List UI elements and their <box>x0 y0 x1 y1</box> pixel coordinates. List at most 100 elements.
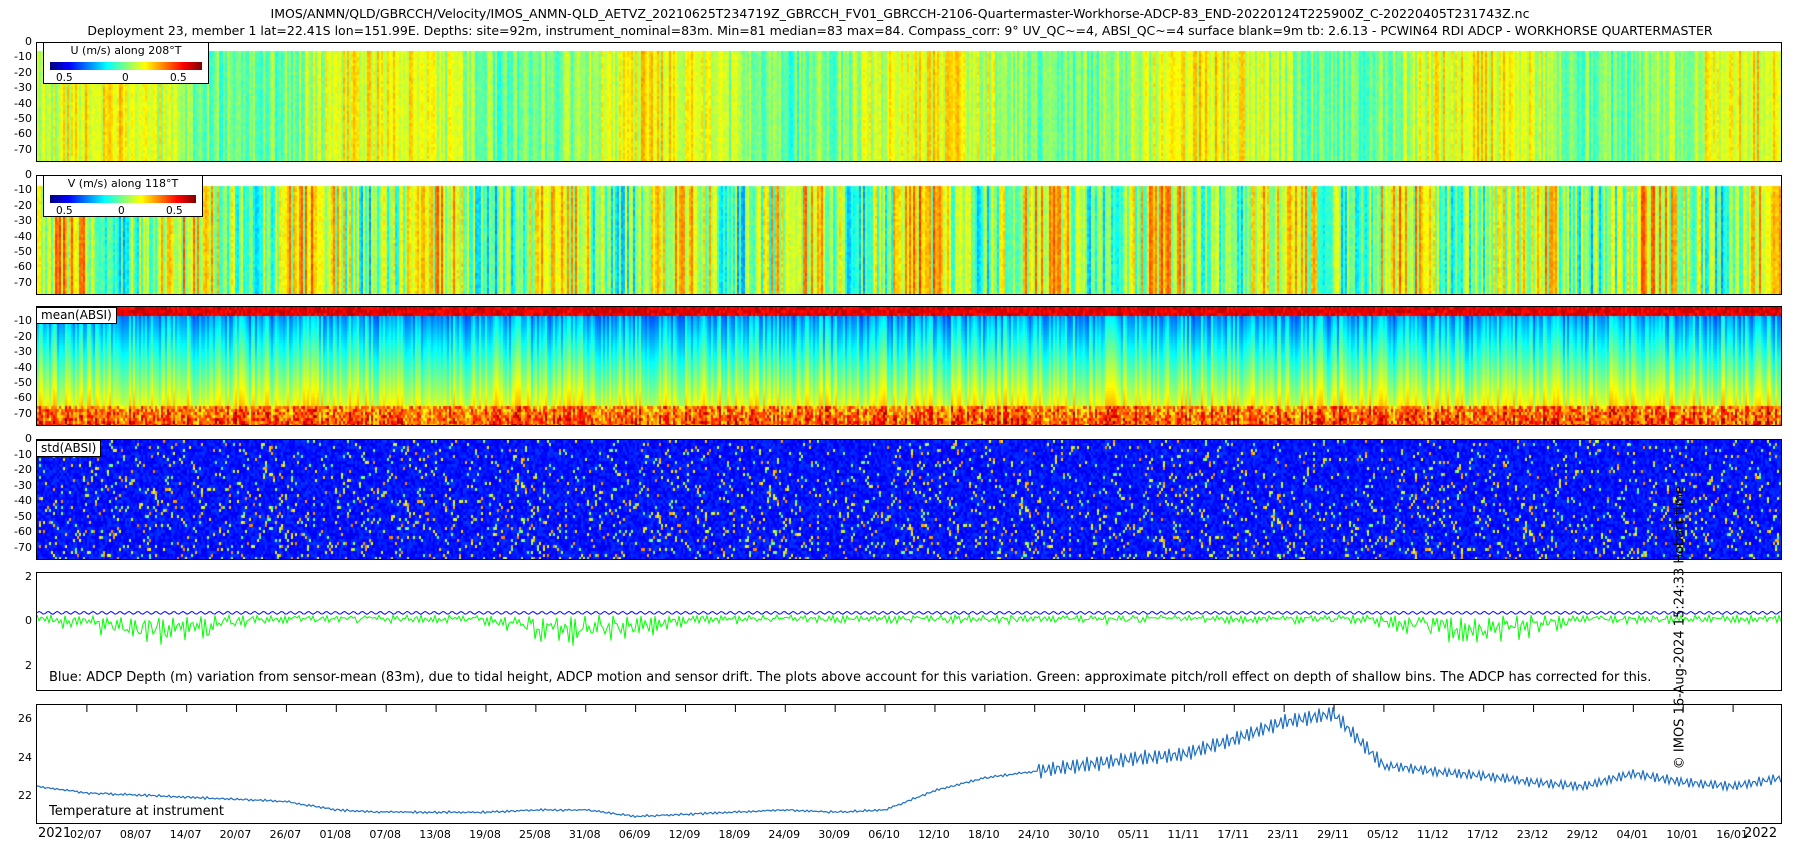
depth-y-tick: 0 <box>25 35 32 48</box>
depth-y-tick: -50 <box>14 245 32 259</box>
x-tick-label: 30/09 <box>818 828 851 841</box>
depth-y-tick: -10 <box>14 50 32 64</box>
x-tick-label: 31/08 <box>568 828 601 841</box>
x-tick-label: 13/08 <box>419 828 451 841</box>
depth-y-tick: -60 <box>14 391 32 405</box>
x-tick-label: 26/07 <box>269 828 302 841</box>
x-tick-label: 11/12 <box>1416 828 1449 841</box>
u-velocity-panel: U (m/s) along 208°T 0.5 0 0.5 <box>36 42 1782 162</box>
figure-title-path: IMOS/ANMN/QLD/GBRCCH/Velocity/IMOS_ANMN-… <box>270 6 1530 21</box>
u-colorbar-tick: 0.5 <box>56 72 73 84</box>
temperature-line <box>37 707 1781 819</box>
temp-y-tick: 24 <box>18 751 32 764</box>
x-tick-label: 12/10 <box>918 828 950 841</box>
x-tick-label: 01/08 <box>319 828 352 841</box>
depth-y-tick: 2 <box>25 659 32 672</box>
timestamp-stamp: © IMOS 16-Aug-2024 15:24:33 Hobart time <box>1672 485 1688 770</box>
x-tick-label: 05/12 <box>1367 828 1399 841</box>
figure-title-metadata: Deployment 23, member 1 lat=22.41S lon=1… <box>87 23 1713 38</box>
depth-y-tick: -70 <box>14 142 32 156</box>
depth-y-tick: 0 <box>25 614 32 627</box>
depth-y-tick: -60 <box>14 525 32 539</box>
u-colorbar: U (m/s) along 208°T 0.5 0 0.5 <box>43 43 209 84</box>
depth-y-tick: -10 <box>14 183 32 197</box>
depth-y-tick: -10 <box>14 447 32 461</box>
depth-y-tick: -50 <box>14 112 32 126</box>
mean-absi-panel: mean(ABSI) <box>36 306 1782 426</box>
depth-y-tick: -70 <box>14 540 32 554</box>
depth-note: Blue: ADCP Depth (m) variation from sens… <box>49 670 1652 685</box>
temperature-note: Temperature at instrument <box>49 804 224 819</box>
depth-y-tick: -60 <box>14 127 32 141</box>
x-tick-label: 10/01 <box>1666 828 1699 841</box>
depth-y-tick: -70 <box>14 275 32 289</box>
depth-variation-plot <box>37 610 1781 646</box>
x-tick-label: 07/08 <box>369 828 402 841</box>
depth-y-tick: -10 <box>14 314 32 328</box>
pitch-roll-line <box>37 613 1781 646</box>
std-absi-label: std(ABSI) <box>37 440 102 457</box>
depth-y-tick: -20 <box>14 329 32 343</box>
v-colorbar-label: V (m/s) along 118°T <box>67 177 179 190</box>
x-tick-label: 24/09 <box>768 828 801 841</box>
depth-y-tick: -50 <box>14 509 32 523</box>
x-tick-label: 23/11 <box>1267 828 1299 841</box>
x-tick-label: 06/10 <box>868 828 900 841</box>
depth-y-tick: -30 <box>14 214 32 228</box>
x-tick-label: 29/11 <box>1317 828 1349 841</box>
temp-y-tick: 22 <box>18 789 32 802</box>
depth-variation-panel: Blue: ADCP Depth (m) variation from sens… <box>36 572 1782 691</box>
depth-y-tick: -40 <box>14 360 32 374</box>
depth-y-tick: -20 <box>14 65 32 79</box>
x-tick-label: 24/10 <box>1017 828 1050 841</box>
mean-absi-label: mean(ABSI) <box>37 307 117 324</box>
v-colorbar-gradient <box>50 195 196 203</box>
depth-y-tick: -40 <box>14 229 32 243</box>
v-velocity-heatmap <box>37 176 1781 294</box>
depth-y-tick: 2 <box>25 570 32 583</box>
v-colorbar: V (m/s) along 118°T 0.5 0 0.5 <box>43 176 203 217</box>
std-absi-panel: std(ABSI) <box>36 439 1782 560</box>
temp-y-tick: 26 <box>18 712 32 725</box>
depth-y-tick: -30 <box>14 81 32 95</box>
depth-y-tick: -40 <box>14 96 32 110</box>
u-velocity-heatmap <box>37 43 1781 161</box>
x-tick-label: 20/07 <box>219 828 252 841</box>
u-colorbar-label: U (m/s) along 208°T <box>70 44 182 57</box>
x-axis-year-start: 2021 <box>38 826 72 841</box>
x-tick-label: 06/09 <box>618 828 651 841</box>
x-tick-label: 30/10 <box>1067 828 1100 841</box>
x-tick-label: 14/07 <box>169 828 202 841</box>
mean-absi-heatmap <box>37 307 1781 425</box>
depth-y-tick: 0 <box>25 432 32 445</box>
x-tick-label: 18/10 <box>967 828 1000 841</box>
x-tick-label: 18/09 <box>718 828 751 841</box>
depth-y-tick: -50 <box>14 376 32 390</box>
x-tick-label: 25/08 <box>518 828 551 841</box>
x-tick-label: 16/01 <box>1716 828 1748 841</box>
depth-y-tick: -20 <box>14 463 32 477</box>
x-tick-label: 02/07 <box>70 828 102 841</box>
x-tick-label: 04/01 <box>1616 828 1649 841</box>
u-colorbar-tick: 0.5 <box>170 72 187 84</box>
v-colorbar-tick: 0.5 <box>56 205 73 217</box>
x-tick-label: 05/11 <box>1117 828 1150 841</box>
x-tick-label: 17/11 <box>1217 828 1250 841</box>
x-tick-label: 19/08 <box>469 828 501 841</box>
depth-y-tick: -30 <box>14 478 32 492</box>
u-colorbar-gradient <box>50 62 202 70</box>
depth-y-tick: -30 <box>14 345 32 359</box>
x-tick-label: 08/07 <box>119 828 152 841</box>
temperature-panel: Temperature at instrument <box>36 704 1782 824</box>
v-colorbar-tick: 0 <box>118 205 125 217</box>
temperature-plot <box>37 705 1781 819</box>
std-absi-heatmap <box>37 440 1781 559</box>
v-velocity-panel: V (m/s) along 118°T 0.5 0 0.5 <box>36 175 1782 295</box>
x-tick-label: 12/09 <box>668 828 701 841</box>
depth-y-tick: -40 <box>14 494 32 508</box>
x-axis-year-end: 2022 <box>1744 826 1778 841</box>
u-colorbar-tick: 0 <box>122 72 129 84</box>
x-tick-label: 29/12 <box>1566 828 1599 841</box>
x-tick-label: 11/11 <box>1167 828 1200 841</box>
x-tick-label: 17/12 <box>1466 828 1499 841</box>
